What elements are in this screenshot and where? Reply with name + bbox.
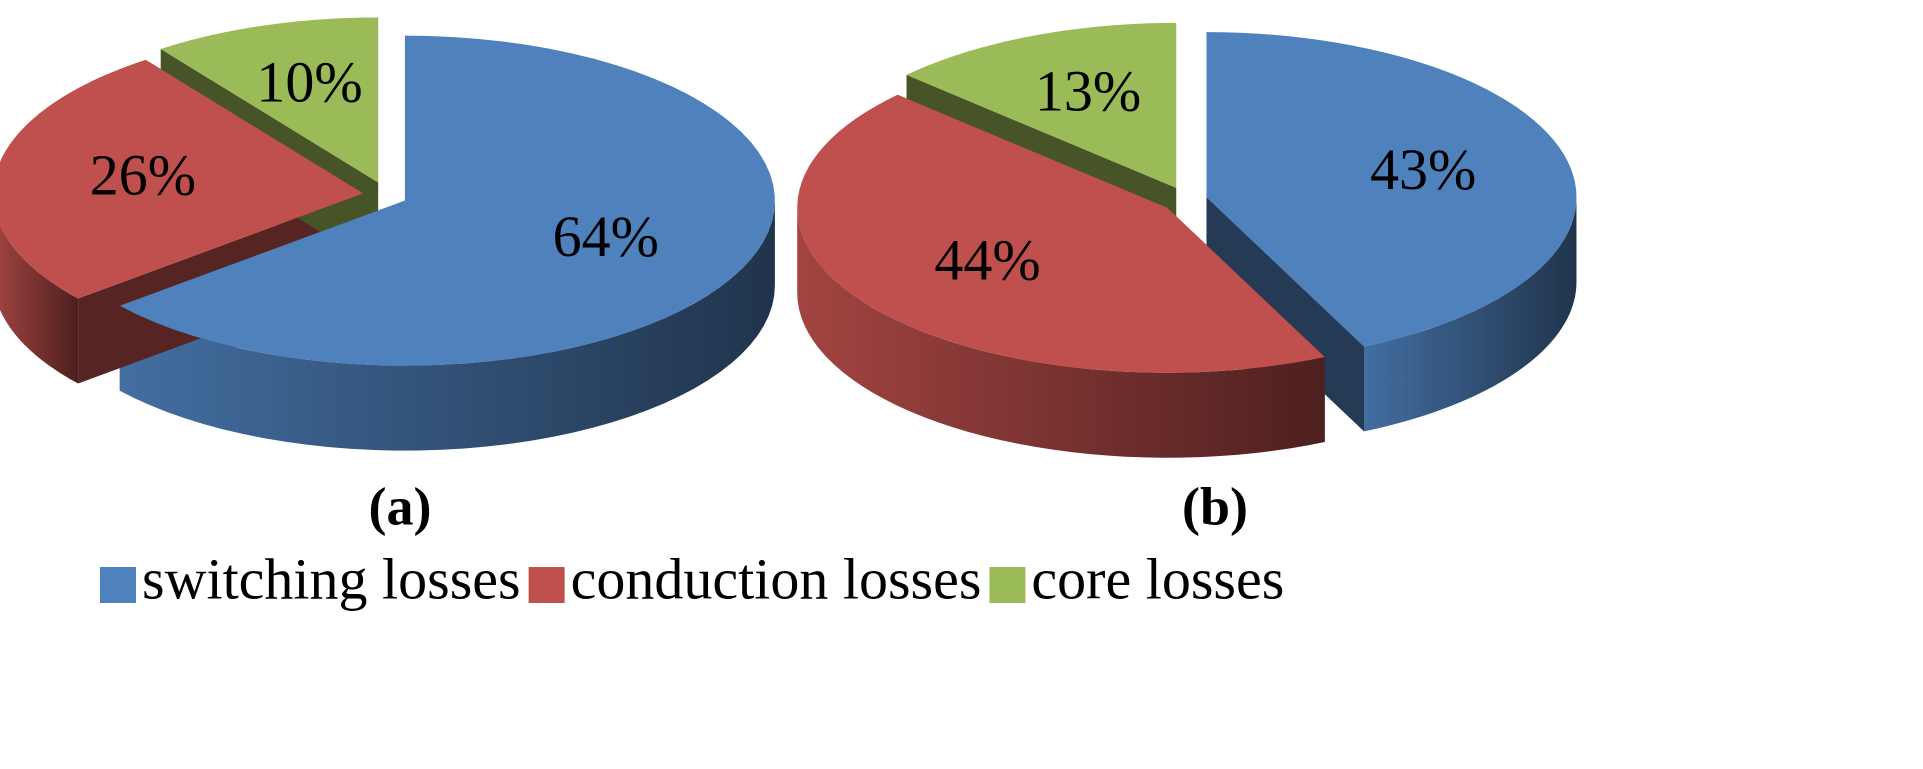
legend-swatch — [100, 567, 136, 603]
legend-label: core losses — [1031, 546, 1284, 611]
legend-swatch — [989, 567, 1026, 603]
value-label: 44% — [934, 227, 1040, 292]
legend: switching losses conduction losses core lo… — [100, 546, 1284, 611]
slice-side — [0, 224, 79, 384]
slice-side — [797, 207, 1325, 458]
pie-tops — [0, 17, 775, 366]
pie-tops — [797, 22, 1577, 373]
slice — [906, 22, 1177, 188]
pie: 64% 26% 10% — [0, 17, 775, 451]
slice — [1206, 32, 1577, 347]
legend-swatch — [528, 567, 565, 603]
pie-labels: 43% 44% 13% — [934, 58, 1476, 292]
value-label: 26% — [90, 142, 196, 207]
slice — [797, 94, 1325, 373]
pie: 43% 44% 13% — [797, 22, 1577, 458]
slice — [0, 59, 364, 299]
value-label: 10% — [256, 50, 362, 115]
pie-title: (b) — [1182, 476, 1248, 536]
slice-side — [119, 200, 775, 451]
value-label: 43% — [1370, 137, 1476, 202]
legend-label: switching losses — [142, 546, 521, 611]
legend-label: conduction losses — [571, 546, 982, 611]
pie-title: (a) — [369, 476, 432, 536]
slice — [119, 35, 775, 366]
value-label: 64% — [553, 204, 659, 269]
value-label: 13% — [1035, 58, 1141, 123]
slice-side — [1364, 197, 1577, 432]
slice — [160, 17, 379, 183]
pie-labels: 64% 26% 10% — [90, 50, 659, 269]
